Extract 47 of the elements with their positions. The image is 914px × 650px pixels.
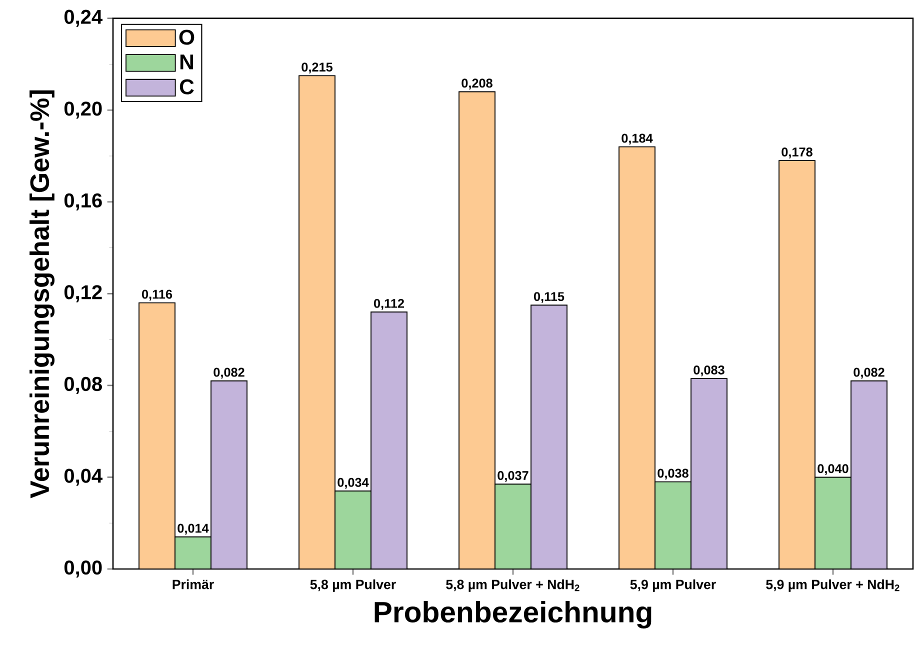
- y-tick-label: 0,12: [64, 285, 102, 302]
- x-tick-label: 5,9 µm Pulver: [630, 579, 716, 592]
- data-label: 0,014: [178, 524, 209, 535]
- bar: [814, 476, 852, 569]
- data-label: 0,178: [782, 148, 812, 158]
- bar: [690, 378, 728, 569]
- bar: [530, 304, 568, 569]
- x-tick-label: 5,9 µm Pulver + NdH$_{2}$: [766, 579, 900, 592]
- bar: [494, 484, 532, 569]
- x-tick-label: 5,8 µm Pulver + NdH$_{2}$: [446, 579, 580, 592]
- data-label: 0,083: [694, 365, 724, 376]
- bar: [298, 75, 336, 569]
- legend-label: O: [179, 30, 194, 45]
- data-label: 0,034: [338, 478, 369, 489]
- bar: [850, 380, 888, 569]
- x-tick-label: Primär: [172, 579, 214, 590]
- y-tick-label: 0,00: [64, 560, 102, 578]
- legend-label: N: [180, 54, 194, 70]
- bar: [175, 536, 211, 569]
- data-label: 0,184: [622, 134, 653, 145]
- x-tick-label: 5,8 µm Pulver: [310, 579, 396, 592]
- data-label: 0,115: [534, 292, 564, 303]
- bar: [458, 91, 496, 569]
- data-label: 0,215: [302, 62, 332, 74]
- y-tick-label: 0,04: [64, 468, 102, 486]
- bar: [211, 380, 247, 569]
- bar: [654, 481, 692, 569]
- data-label: 0,038: [658, 468, 688, 480]
- bar: [618, 146, 656, 569]
- data-label: 0,082: [214, 368, 244, 379]
- bar: [139, 302, 176, 569]
- data-label: 0,082: [854, 368, 884, 379]
- legend-label: C: [180, 79, 194, 94]
- bar: [334, 490, 372, 569]
- bar: [778, 160, 816, 569]
- data-label: 0,116: [142, 290, 172, 301]
- y-axis-title: Verunreinigungsgehalt [Gew.-%]: [30, 90, 55, 498]
- y-tick-label: 0,16: [64, 193, 102, 210]
- data-label: 0,208: [462, 78, 492, 90]
- bar: [370, 312, 408, 569]
- y-tick-label: 0,24: [64, 10, 102, 27]
- x-axis-title: Probenbezeichnung: [374, 600, 652, 628]
- y-tick-label: 0,08: [64, 376, 102, 394]
- data-label: 0,112: [374, 298, 404, 310]
- y-tick-label: 0,20: [64, 102, 102, 119]
- data-label: 0,037: [498, 471, 528, 482]
- data-label: 0,040: [818, 464, 848, 475]
